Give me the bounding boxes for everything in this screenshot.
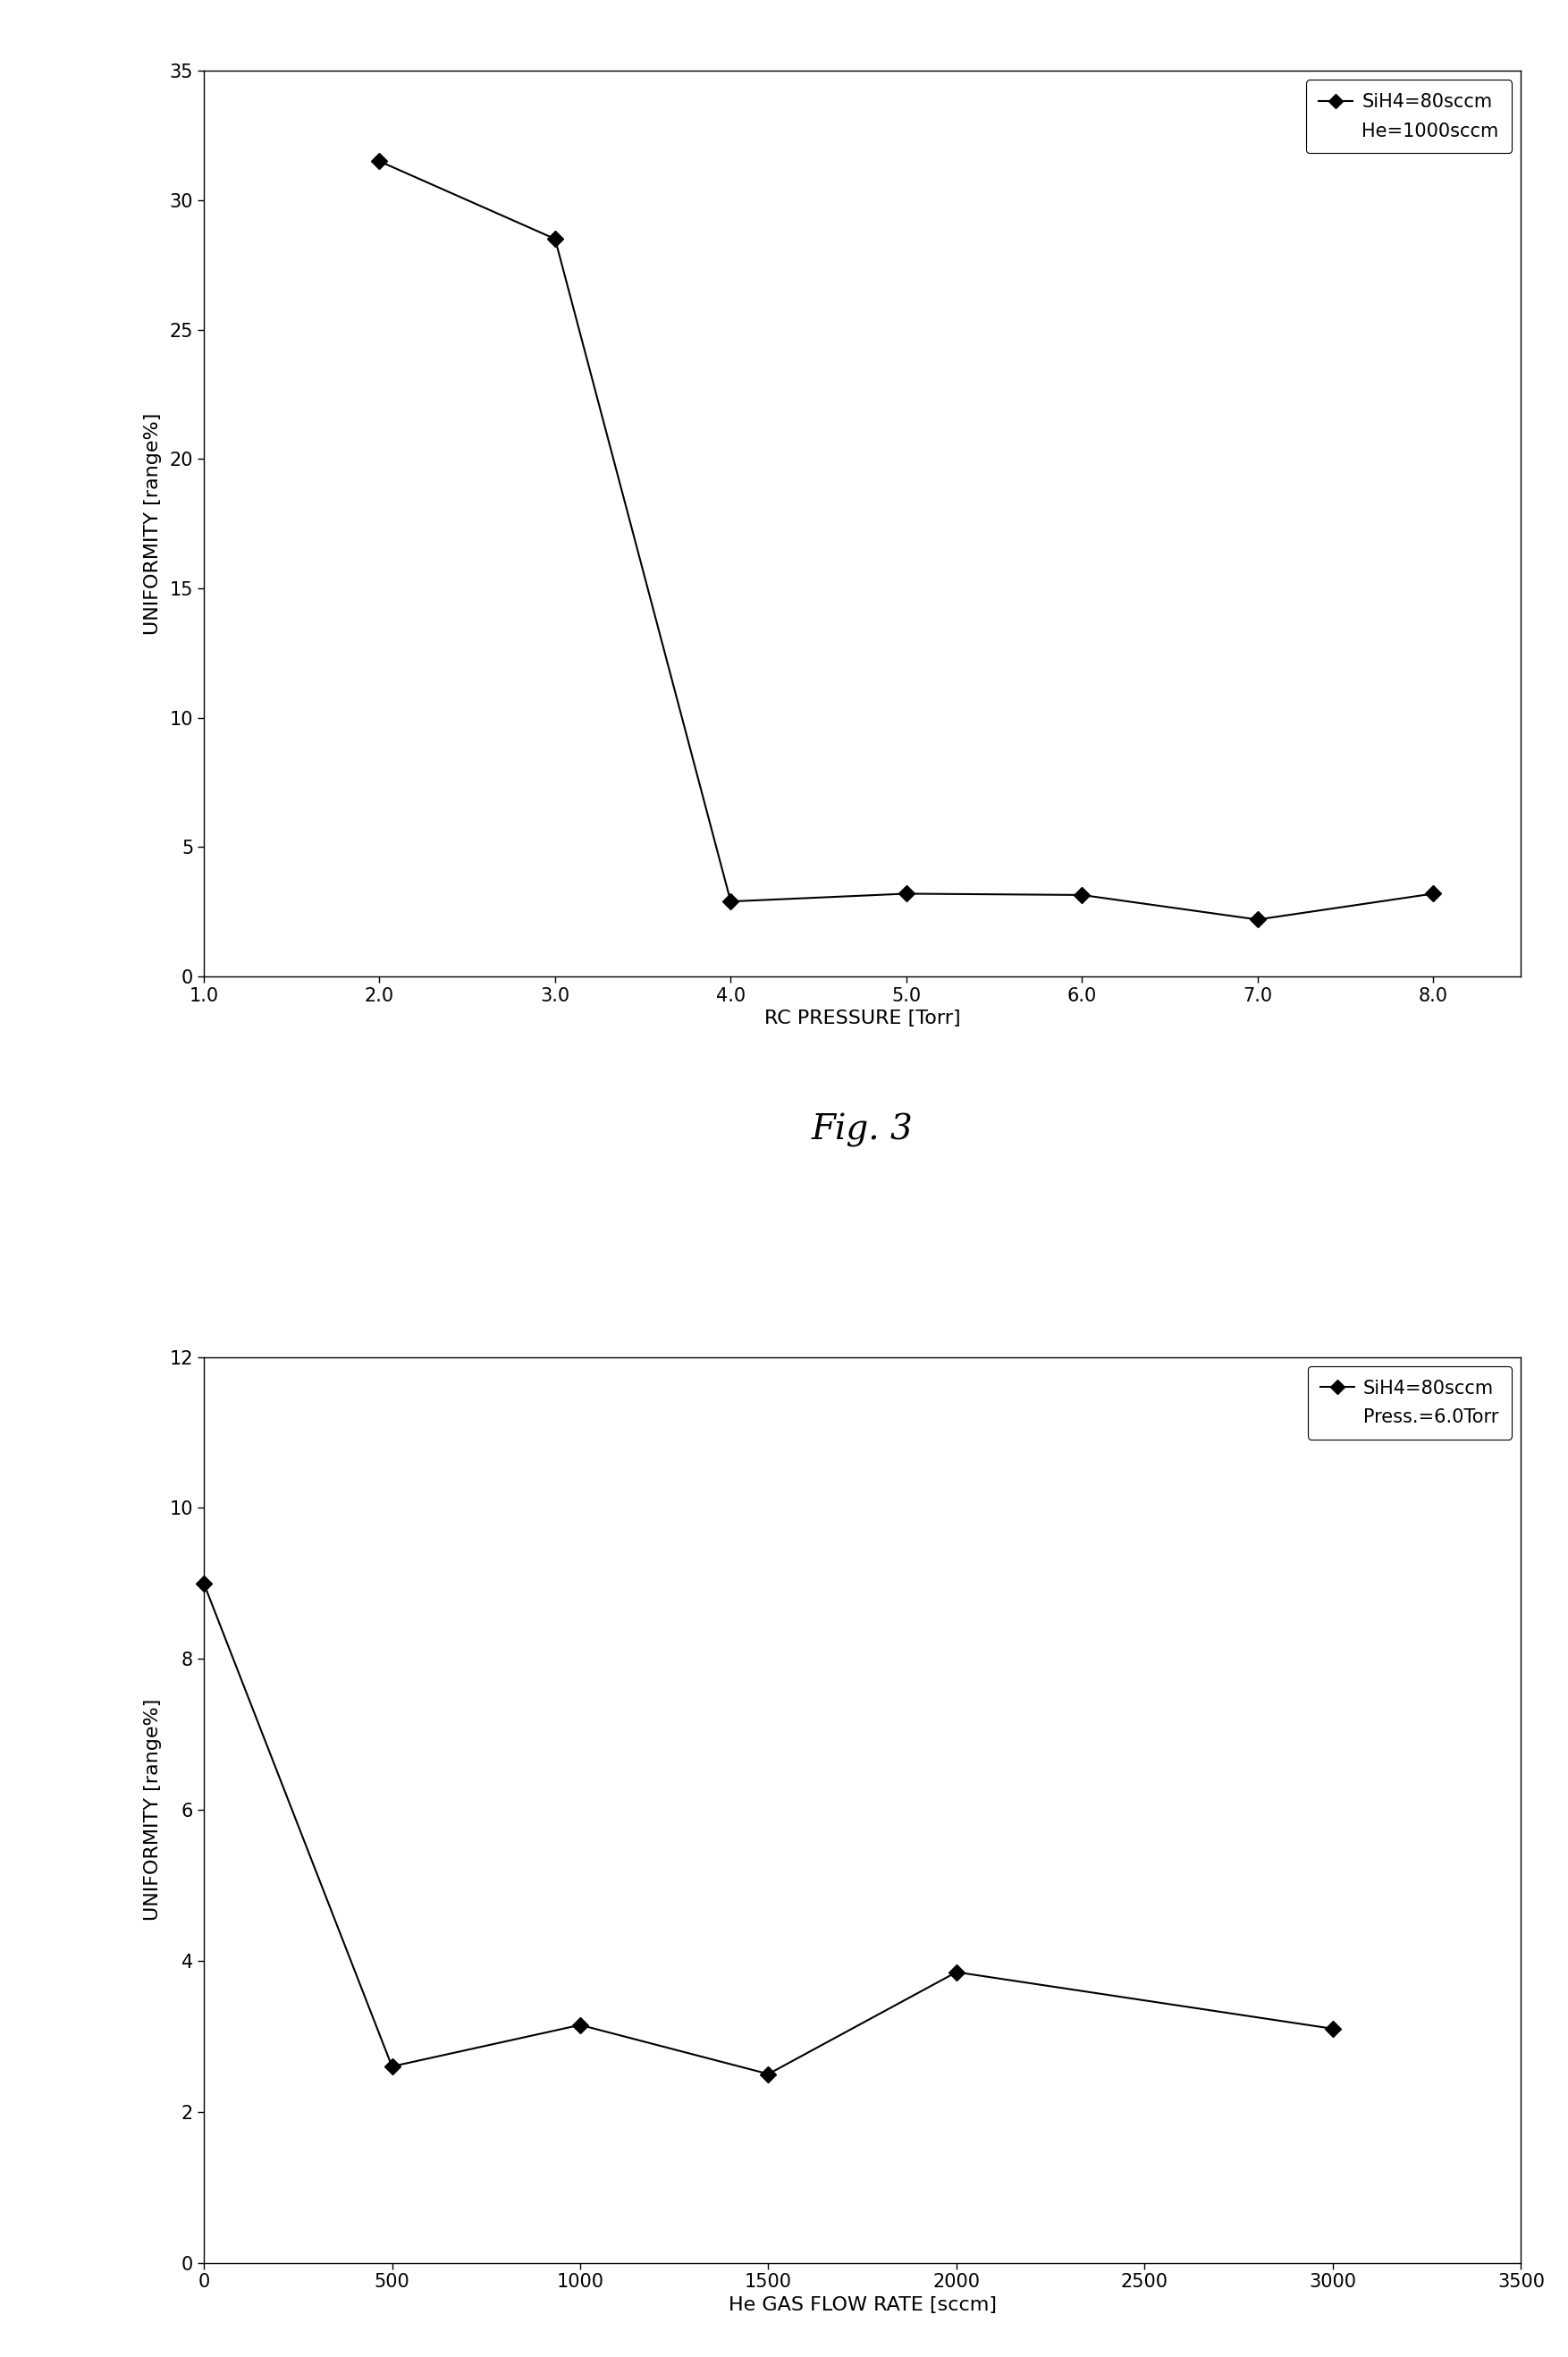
X-axis label: He GAS FLOW RATE [sccm]: He GAS FLOW RATE [sccm] [728, 2296, 997, 2315]
Y-axis label: UNIFORMITY [range%]: UNIFORMITY [range%] [144, 412, 162, 634]
Text: Fig. 3: Fig. 3 [812, 1113, 913, 1148]
Legend: SiH4=80sccm, Press.=6.0Torr: SiH4=80sccm, Press.=6.0Torr [1308, 1367, 1512, 1440]
Legend: SiH4=80sccm, He=1000sccm: SiH4=80sccm, He=1000sccm [1306, 80, 1512, 153]
X-axis label: RC PRESSURE [Torr]: RC PRESSURE [Torr] [764, 1009, 961, 1028]
Y-axis label: UNIFORMITY [range%]: UNIFORMITY [range%] [144, 1699, 162, 1921]
